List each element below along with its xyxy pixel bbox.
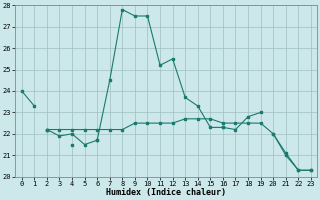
X-axis label: Humidex (Indice chaleur): Humidex (Indice chaleur) (106, 188, 226, 197)
